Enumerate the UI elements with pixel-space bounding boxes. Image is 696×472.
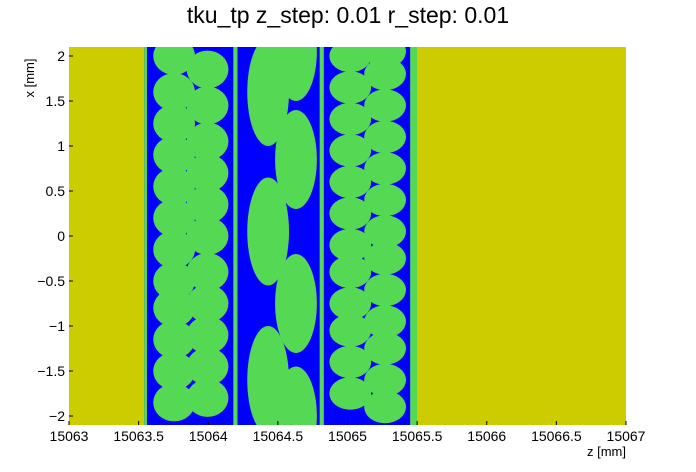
- fiber-ellipse: [364, 390, 406, 424]
- fiber-ellipse: [329, 165, 372, 199]
- region-outer: [69, 47, 145, 425]
- y-tick-label: −2: [49, 408, 65, 424]
- x-tick-label: 15065: [328, 428, 367, 444]
- y-tick-label: 0: [57, 228, 65, 244]
- fiber-ellipse: [153, 320, 196, 359]
- fiber-ellipse: [329, 197, 372, 230]
- y-tick-label: −1: [49, 318, 65, 334]
- axes: 15063 15063.5 15064 15064.5 15065 15065.5 1506…: [37, 48, 645, 444]
- fiber-stripe: [144, 47, 147, 425]
- fiber-ellipse: [153, 104, 196, 143]
- x-axis-label: z [mm]: [587, 444, 626, 459]
- fiber-ellipse: [153, 262, 196, 300]
- y-tick-label: 0.5: [46, 183, 66, 199]
- fiber-ellipse: [153, 352, 196, 390]
- fiber-ellipse: [364, 57, 406, 91]
- fiber-ellipse: [186, 379, 229, 417]
- fiber-ellipse: [186, 284, 229, 323]
- fiber-ellipse: [275, 366, 317, 425]
- fiber-ellipse: [364, 89, 406, 122]
- fiber-ellipse: [364, 305, 406, 338]
- fiber-ellipse: [329, 314, 372, 347]
- fiber-ellipse: [275, 110, 317, 209]
- chart-title: tku_tp z_step: 0.01 r_step: 0.01: [186, 2, 510, 28]
- y-tick-label: 1.5: [46, 93, 66, 109]
- x-tick-label: 15066.5: [531, 428, 582, 444]
- x-tick-label: 15063.5: [113, 428, 164, 444]
- fiber-ellipse: [275, 47, 317, 101]
- fiber-ellipse: [186, 253, 229, 291]
- fiber-ellipse: [153, 383, 196, 422]
- fiber-ellipse: [186, 86, 229, 125]
- x-tick-label: 15063: [50, 428, 89, 444]
- fiber-stripe: [319, 47, 324, 425]
- fiber-ellipse: [247, 177, 290, 286]
- fiber-ellipse: [329, 47, 372, 73]
- x-tick-label: 15064: [189, 428, 228, 444]
- fiber-ellipse: [329, 102, 372, 136]
- fiber-ellipse: [153, 289, 196, 327]
- fiber-ellipse: [329, 377, 372, 410]
- x-tick-label: 15066: [467, 428, 506, 444]
- fiber-ellipse: [186, 50, 229, 89]
- y-tick-label: 1: [57, 138, 65, 154]
- fiber-ellipse: [364, 273, 406, 307]
- x-tick-label: 15065.5: [392, 428, 443, 444]
- fiber-ellipse: [364, 120, 406, 154]
- fiber-stripe: [410, 47, 418, 425]
- fiber-ellipse: [153, 230, 196, 269]
- fiber-ellipse: [329, 228, 372, 262]
- fiber-ellipse: [364, 152, 406, 185]
- fiber-ellipse: [153, 136, 196, 174]
- y-axis-label: x [mm]: [22, 59, 37, 98]
- fiber-ellipse: [186, 122, 229, 161]
- fiber-ellipse: [329, 345, 372, 379]
- y-tick-label: −0.5: [37, 273, 65, 289]
- fiber-ellipse: [329, 71, 372, 104]
- fiber-ellipse: [186, 154, 229, 192]
- x-tick-label: 15067: [607, 428, 646, 444]
- fiber-ellipse: [275, 254, 317, 353]
- fiber-ellipse: [329, 134, 372, 167]
- x-tick-label: 15064.5: [253, 428, 304, 444]
- fiber-ellipse: [186, 185, 229, 224]
- material-stripes: [144, 47, 418, 425]
- fiber-ellipse: [329, 255, 372, 289]
- fiber-stripe: [233, 47, 238, 425]
- fiber-ellipse: [329, 287, 372, 320]
- fiber-ellipse: [364, 215, 406, 248]
- fiber-layer: [153, 47, 406, 425]
- fiber-ellipse: [153, 167, 196, 206]
- fiber-ellipse: [153, 199, 196, 237]
- fiber-ellipse: [364, 242, 406, 275]
- fiber-ellipse: [186, 217, 229, 255]
- fiber-ellipse: [364, 183, 406, 217]
- fiber-ellipse: [364, 332, 406, 365]
- fiber-ellipse: [153, 73, 196, 111]
- y-tick-label: 2: [57, 48, 65, 64]
- fiber-ellipse: [364, 363, 406, 397]
- fiber-ellipse: [153, 47, 196, 75]
- fiber-ellipse: [186, 347, 229, 386]
- region-outer: [417, 47, 626, 425]
- fiber-ellipse: [186, 316, 229, 354]
- y-tick-label: −1.5: [37, 363, 65, 379]
